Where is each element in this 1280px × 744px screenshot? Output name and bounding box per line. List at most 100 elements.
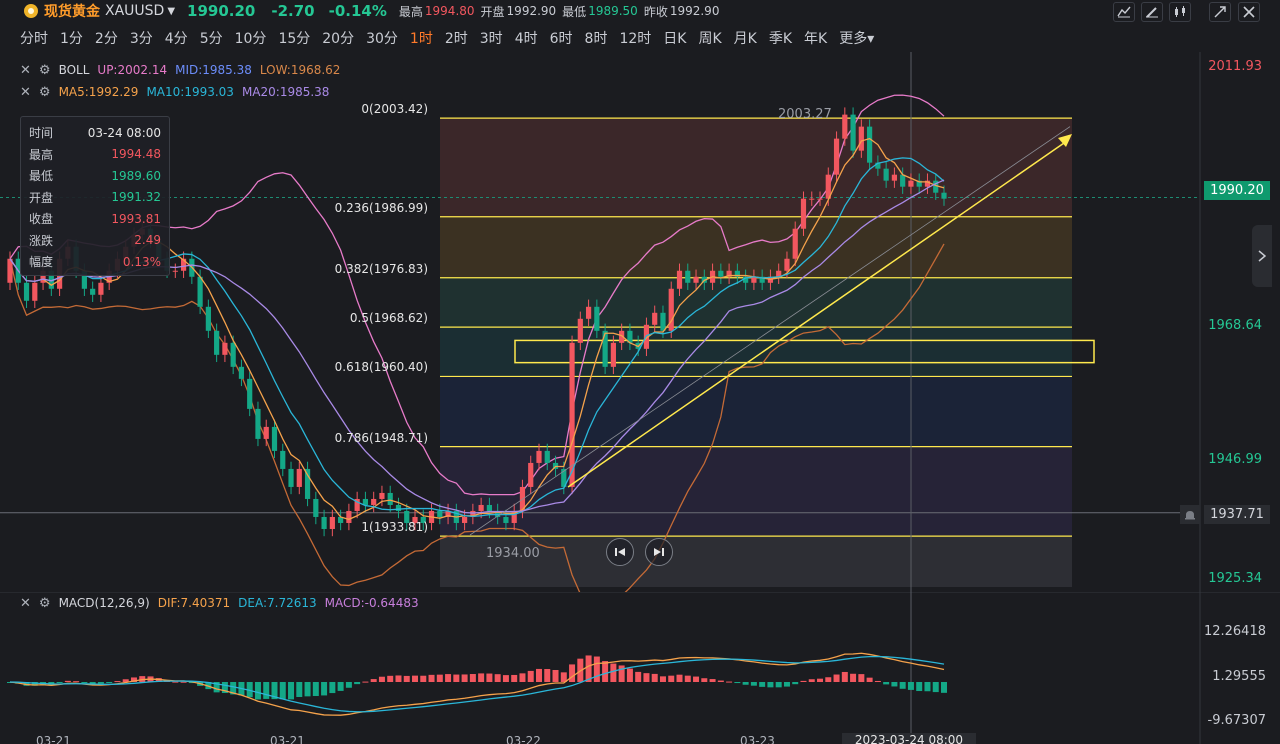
candle-body[interactable] [693, 276, 699, 283]
candle-body[interactable] [81, 270, 87, 289]
timeframe-tab[interactable]: 分时 [20, 31, 48, 47]
candle-body[interactable] [594, 306, 600, 331]
candle-body[interactable] [652, 312, 658, 325]
symbol-code[interactable]: XAUUSD [105, 3, 165, 19]
candle-body[interactable] [743, 276, 749, 283]
timeframe-tab[interactable]: 30分 [366, 31, 398, 47]
candle-body[interactable] [470, 510, 476, 517]
timeframe-tab[interactable]: 3分 [129, 31, 153, 47]
candle-body[interactable] [908, 180, 914, 187]
candle-body[interactable] [296, 468, 302, 487]
close-macd-icon[interactable]: ✕ [20, 595, 31, 611]
candle-body[interactable] [941, 192, 947, 199]
candle-body[interactable] [528, 462, 534, 487]
candle-body[interactable] [247, 378, 253, 409]
timeframe-tab[interactable]: 2时 [444, 31, 468, 47]
candle-body[interactable] [172, 270, 178, 272]
trend-line[interactable] [567, 141, 1067, 488]
candle-body[interactable] [180, 258, 187, 271]
candle-body[interactable] [825, 174, 831, 199]
timeframe-tab[interactable]: 更多▾ [839, 31, 875, 47]
candle-body[interactable] [205, 306, 211, 331]
candle-body[interactable] [445, 510, 451, 517]
candle-body[interactable] [751, 276, 757, 283]
skip-back-button[interactable] [606, 538, 634, 566]
candle-body[interactable] [842, 114, 848, 139]
candle-body[interactable] [569, 342, 575, 487]
timeframe-tab[interactable]: 15分 [278, 31, 311, 47]
close-ma-icon[interactable]: ✕ [20, 84, 31, 100]
candle-body[interactable] [734, 270, 740, 277]
candle-body[interactable] [817, 198, 823, 200]
chevron-right-icon[interactable] [1252, 225, 1272, 287]
candle-body[interactable] [371, 498, 377, 505]
candle-body[interactable] [280, 450, 286, 469]
candle-body[interactable] [222, 342, 228, 355]
skip-forward-button[interactable] [645, 538, 673, 566]
timeframe-tab[interactable]: 20分 [322, 31, 355, 47]
candle-body[interactable] [619, 330, 625, 343]
support-zone-rect[interactable] [514, 339, 1095, 364]
timeframe-tab[interactable]: 1分 [60, 31, 83, 47]
candle-body[interactable] [718, 270, 724, 277]
macd-chart[interactable] [0, 592, 1280, 744]
candle-body[interactable] [685, 270, 691, 283]
candle-body[interactable] [800, 198, 807, 229]
settings-boll-icon[interactable]: ⚙ [38, 62, 51, 78]
price-chart[interactable]: 2003.27 1934.00 [0, 52, 1280, 592]
timeframe-tab[interactable]: 周K [698, 31, 722, 47]
bell-icon[interactable] [1180, 505, 1200, 524]
candle-body[interactable] [329, 516, 335, 529]
candle-body[interactable] [544, 450, 550, 463]
candle-body[interactable] [891, 174, 898, 181]
settings-macd-icon[interactable]: ⚙ [38, 595, 51, 611]
candle-body[interactable] [867, 126, 873, 163]
candle-body[interactable] [883, 168, 889, 181]
timeframe-tab[interactable]: 1时 [409, 31, 433, 47]
candle-body[interactable] [304, 468, 311, 499]
candle-body[interactable] [933, 180, 939, 193]
candle-body[interactable] [48, 270, 54, 289]
candle-body[interactable] [387, 492, 393, 505]
timeframe-tab[interactable]: 6时 [549, 31, 573, 47]
candle-body[interactable] [32, 282, 38, 301]
candle-body[interactable] [809, 198, 815, 200]
candle-body[interactable] [354, 498, 360, 511]
candle-body[interactable] [726, 270, 732, 277]
settings-ma-icon[interactable]: ⚙ [38, 84, 51, 100]
candle-body[interactable] [833, 138, 840, 175]
candle-body[interactable] [610, 342, 616, 367]
candle-body[interactable] [660, 312, 666, 331]
candle-body[interactable] [412, 516, 418, 523]
timeframe-tab[interactable]: 3时 [479, 31, 503, 47]
candle-body[interactable] [23, 282, 30, 301]
symbol-dropdown-icon[interactable]: ▼ [167, 5, 176, 17]
close-boll-icon[interactable]: ✕ [20, 62, 31, 78]
timeframe-tab[interactable]: 4分 [164, 31, 188, 47]
candle-body[interactable] [420, 516, 426, 523]
close-icon[interactable] [1238, 2, 1260, 22]
candle-body[interactable] [197, 276, 203, 307]
candle-body[interactable] [916, 180, 922, 187]
timeframe-tab[interactable]: 季K [768, 31, 793, 47]
candle-body[interactable] [214, 330, 220, 355]
candle-body[interactable] [784, 258, 790, 271]
candle-body[interactable] [858, 126, 864, 151]
candle-body[interactable] [478, 504, 484, 511]
timeframe-tab[interactable]: 8时 [584, 31, 608, 47]
candle-body[interactable] [900, 174, 906, 187]
timeframe-tab[interactable]: 月K [733, 31, 757, 47]
timeframe-tab[interactable]: 4时 [514, 31, 538, 47]
candle-body[interactable] [759, 276, 765, 283]
candle-body[interactable] [486, 504, 492, 511]
timeframe-tab[interactable]: 2分 [94, 31, 118, 47]
candle-body[interactable] [404, 510, 410, 523]
candle-body[interactable] [379, 492, 385, 499]
candle-body[interactable] [255, 408, 261, 439]
candle-body[interactable] [577, 318, 583, 343]
line-chart-icon[interactable] [1113, 2, 1135, 22]
candle-body[interactable] [924, 180, 931, 187]
candle-body[interactable] [792, 228, 798, 259]
candle-body[interactable] [561, 468, 567, 487]
candle-body[interactable] [288, 468, 294, 487]
